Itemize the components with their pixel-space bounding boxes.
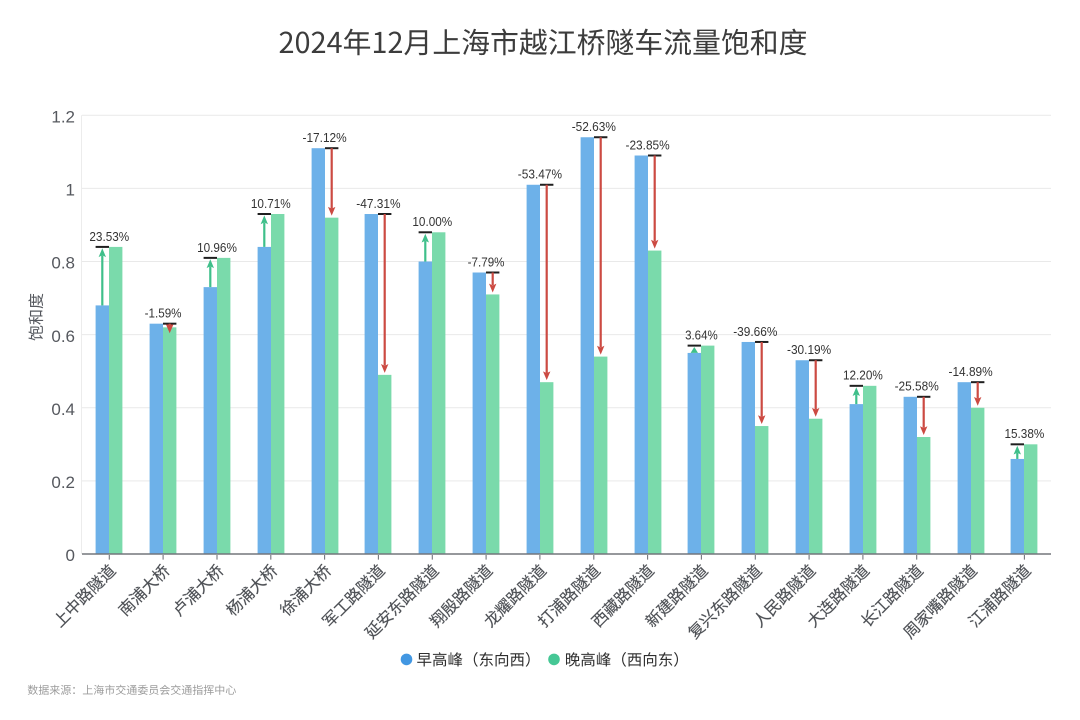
svg-text:0.2: 0.2 — [51, 473, 75, 492]
svg-text:-7.79%: -7.79% — [468, 254, 505, 269]
svg-text:10.96%: 10.96% — [197, 240, 237, 255]
svg-text:23.53%: 23.53% — [89, 229, 129, 244]
svg-text:-30.19%: -30.19% — [787, 342, 832, 357]
svg-text:-1.59%: -1.59% — [145, 306, 182, 321]
svg-text:-47.31%: -47.31% — [356, 196, 401, 211]
svg-text:10.71%: 10.71% — [251, 196, 291, 211]
svg-text:-23.85%: -23.85% — [626, 137, 671, 152]
svg-text:0.4: 0.4 — [51, 400, 75, 419]
svg-text:-17.12%: -17.12% — [303, 130, 348, 145]
svg-text:1.2: 1.2 — [51, 108, 75, 127]
svg-text:-14.89%: -14.89% — [949, 364, 994, 379]
svg-text:-52.63%: -52.63% — [572, 119, 617, 134]
svg-text:3.64%: 3.64% — [685, 328, 718, 343]
svg-text:0.6: 0.6 — [51, 327, 75, 346]
svg-text:12.20%: 12.20% — [843, 368, 883, 383]
svg-text:0: 0 — [66, 546, 75, 565]
svg-text:15.38%: 15.38% — [1005, 426, 1045, 441]
svg-text:-25.58%: -25.58% — [895, 379, 940, 394]
svg-text:0.8: 0.8 — [51, 254, 75, 273]
svg-text:-53.47%: -53.47% — [518, 167, 563, 182]
svg-text:1: 1 — [66, 181, 75, 200]
svg-text:10.00%: 10.00% — [412, 214, 452, 229]
svg-text:-39.66%: -39.66% — [733, 324, 778, 339]
